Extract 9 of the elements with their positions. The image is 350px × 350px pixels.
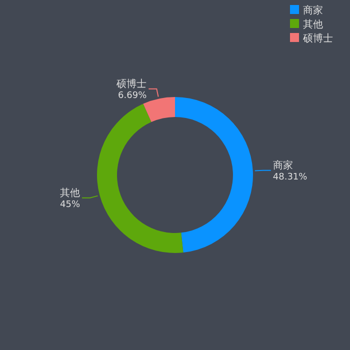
slice-label: 硕博士 [116, 78, 147, 90]
legend-label: 商家 [303, 4, 323, 16]
legend-label: 其他 [303, 18, 323, 30]
data-label: 6.69% [118, 90, 148, 101]
slice-label: 商家 [272, 159, 293, 172]
legend-label: 硕博士 [302, 32, 333, 44]
data-label: 48.31% [272, 172, 308, 182]
slice-label: 其他 [60, 186, 80, 199]
data-label: 45% [60, 200, 80, 210]
